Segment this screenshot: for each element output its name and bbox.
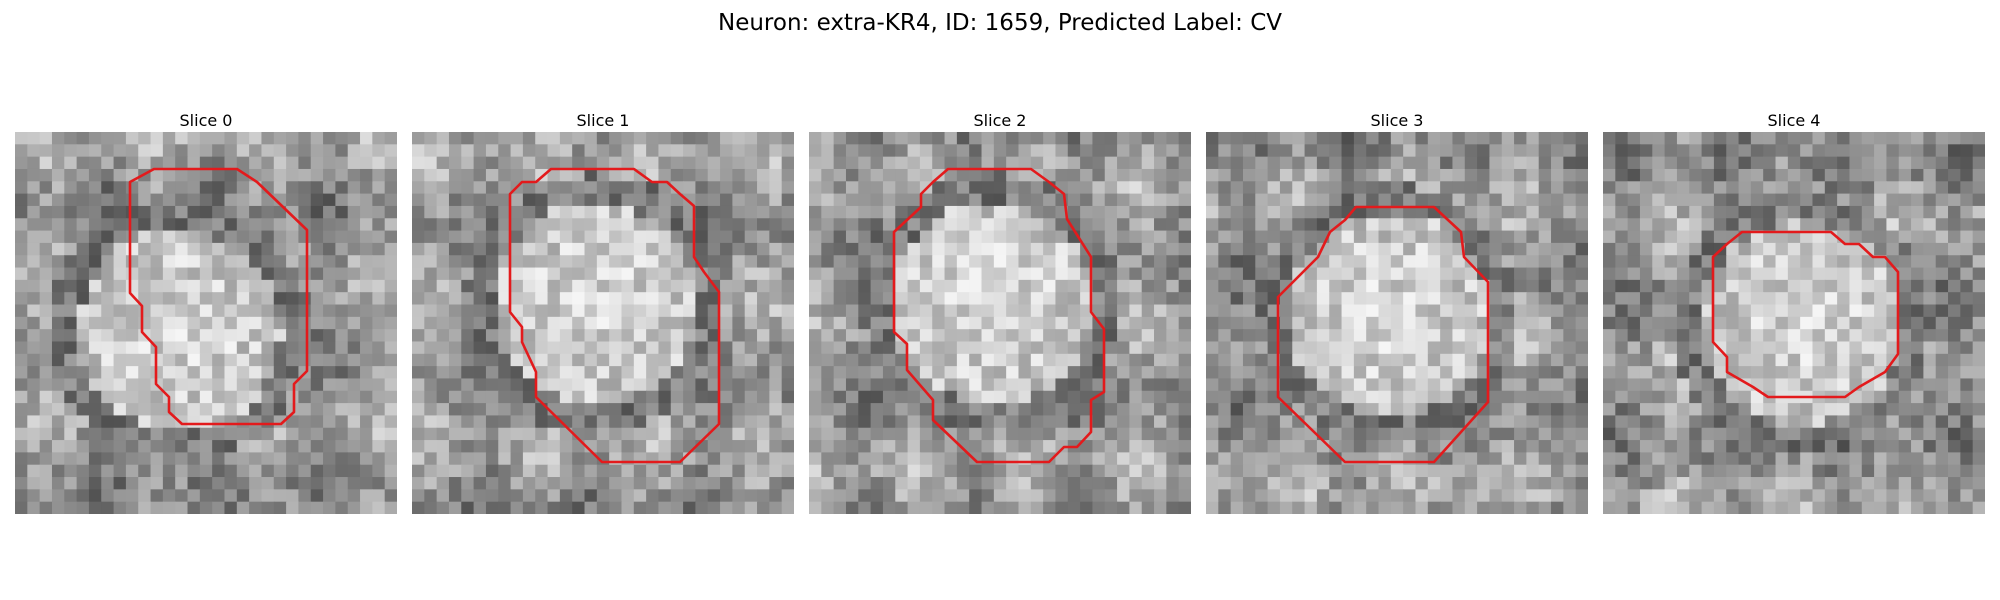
slice-title: Slice 1 — [576, 111, 630, 130]
segmentation-outline — [1711, 230, 1900, 399]
slice-image — [1603, 132, 1985, 514]
grayscale-micrograph — [1206, 132, 1588, 514]
slice-image — [1206, 132, 1588, 514]
slice-panel-3: Slice 3 — [1206, 110, 1588, 514]
pixel-grid — [1206, 132, 1588, 514]
slice-image — [412, 132, 794, 514]
grayscale-micrograph — [1603, 132, 1985, 514]
segmentation-outline — [508, 167, 721, 464]
segmentation-outline — [1276, 205, 1490, 464]
pixel-grid — [15, 132, 397, 514]
slice-title: Slice 4 — [1767, 111, 1821, 130]
figure-title: Neuron: extra-KR4, ID: 1659, Predicted L… — [717, 10, 1283, 36]
slice-image — [15, 132, 397, 514]
grayscale-micrograph — [15, 132, 397, 514]
pixel-grid — [809, 132, 1191, 514]
slice-title: Slice 3 — [1370, 111, 1424, 130]
pixel-grid — [412, 132, 794, 514]
slice-title: Slice 2 — [973, 111, 1027, 130]
grayscale-micrograph — [809, 132, 1191, 514]
pixel-grid — [1603, 132, 1985, 514]
slice-panel-2: Slice 2 — [809, 110, 1191, 514]
grayscale-micrograph — [412, 132, 794, 514]
slice-panel-4: Slice 4 — [1603, 110, 1985, 514]
slice-title: Slice 0 — [179, 111, 233, 130]
slice-panel-1: Slice 1 — [412, 110, 794, 514]
slice-panel-0: Slice 0 — [15, 110, 397, 514]
segmentation-outline — [892, 167, 1106, 464]
segmentation-outline — [128, 167, 309, 426]
slice-image — [809, 132, 1191, 514]
